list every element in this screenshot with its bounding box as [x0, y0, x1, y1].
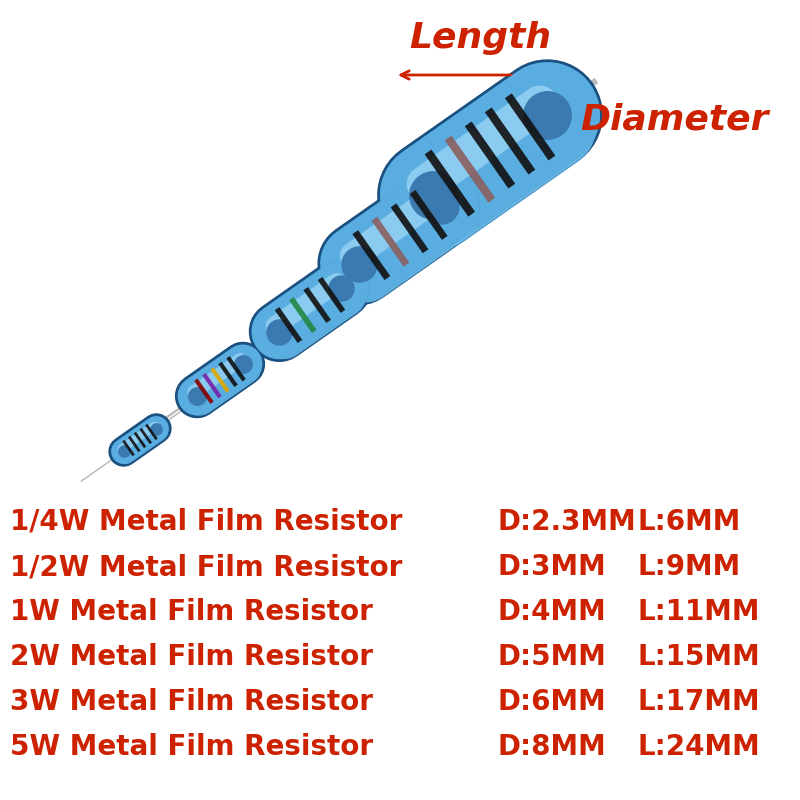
- Text: D:4MM: D:4MM: [498, 598, 606, 626]
- Text: 1/2W Metal Film Resistor: 1/2W Metal Film Resistor: [10, 553, 402, 581]
- Text: D:3MM: D:3MM: [498, 553, 606, 581]
- Text: 5W Metal Film Resistor: 5W Metal Film Resistor: [10, 733, 373, 761]
- Text: 1/4W Metal Film Resistor: 1/4W Metal Film Resistor: [10, 508, 402, 536]
- Text: 2W Metal Film Resistor: 2W Metal Film Resistor: [10, 643, 373, 671]
- Text: 3W Metal Film Resistor: 3W Metal Film Resistor: [10, 688, 373, 716]
- Text: D:5MM: D:5MM: [498, 643, 607, 671]
- Text: D:2.3MM: D:2.3MM: [498, 508, 637, 536]
- Text: L:6MM: L:6MM: [638, 508, 742, 536]
- Text: Length: Length: [409, 21, 551, 55]
- Text: L:11MM: L:11MM: [638, 598, 761, 626]
- Text: D:8MM: D:8MM: [498, 733, 606, 761]
- Text: L:17MM: L:17MM: [638, 688, 761, 716]
- Text: Diameter: Diameter: [580, 103, 769, 137]
- Text: L:9MM: L:9MM: [638, 553, 742, 581]
- Text: D:6MM: D:6MM: [498, 688, 606, 716]
- Text: 1W Metal Film Resistor: 1W Metal Film Resistor: [10, 598, 373, 626]
- Text: L:15MM: L:15MM: [638, 643, 761, 671]
- Text: L:24MM: L:24MM: [638, 733, 761, 761]
